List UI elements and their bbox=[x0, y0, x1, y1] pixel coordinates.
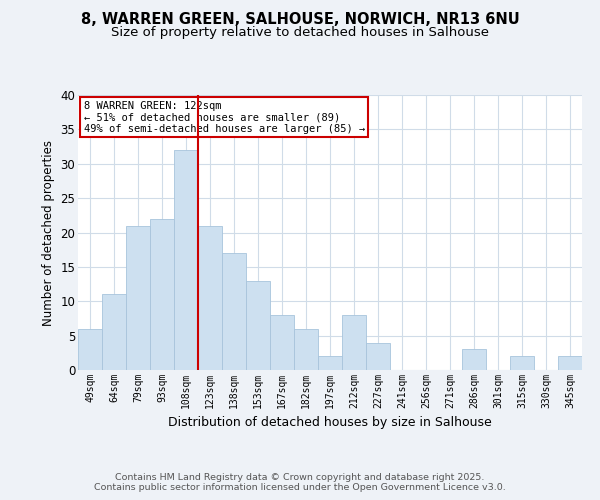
Bar bbox=[174, 150, 198, 370]
X-axis label: Distribution of detached houses by size in Salhouse: Distribution of detached houses by size … bbox=[168, 416, 492, 430]
Bar bbox=[78, 329, 102, 370]
Bar bbox=[222, 253, 246, 370]
Y-axis label: Number of detached properties: Number of detached properties bbox=[42, 140, 55, 326]
Bar bbox=[342, 315, 366, 370]
Text: 8 WARREN GREEN: 122sqm
← 51% of detached houses are smaller (89)
49% of semi-det: 8 WARREN GREEN: 122sqm ← 51% of detached… bbox=[83, 100, 365, 134]
Bar bbox=[462, 350, 486, 370]
Bar bbox=[558, 356, 582, 370]
Bar bbox=[270, 315, 294, 370]
Text: Contains HM Land Registry data © Crown copyright and database right 2025.
Contai: Contains HM Land Registry data © Crown c… bbox=[94, 473, 506, 492]
Bar bbox=[246, 280, 270, 370]
Bar bbox=[102, 294, 126, 370]
Bar bbox=[198, 226, 222, 370]
Text: Size of property relative to detached houses in Salhouse: Size of property relative to detached ho… bbox=[111, 26, 489, 39]
Bar bbox=[294, 329, 318, 370]
Bar bbox=[510, 356, 534, 370]
Text: 8, WARREN GREEN, SALHOUSE, NORWICH, NR13 6NU: 8, WARREN GREEN, SALHOUSE, NORWICH, NR13… bbox=[80, 12, 520, 28]
Bar bbox=[126, 226, 150, 370]
Bar bbox=[366, 342, 390, 370]
Bar bbox=[318, 356, 342, 370]
Bar bbox=[150, 219, 174, 370]
